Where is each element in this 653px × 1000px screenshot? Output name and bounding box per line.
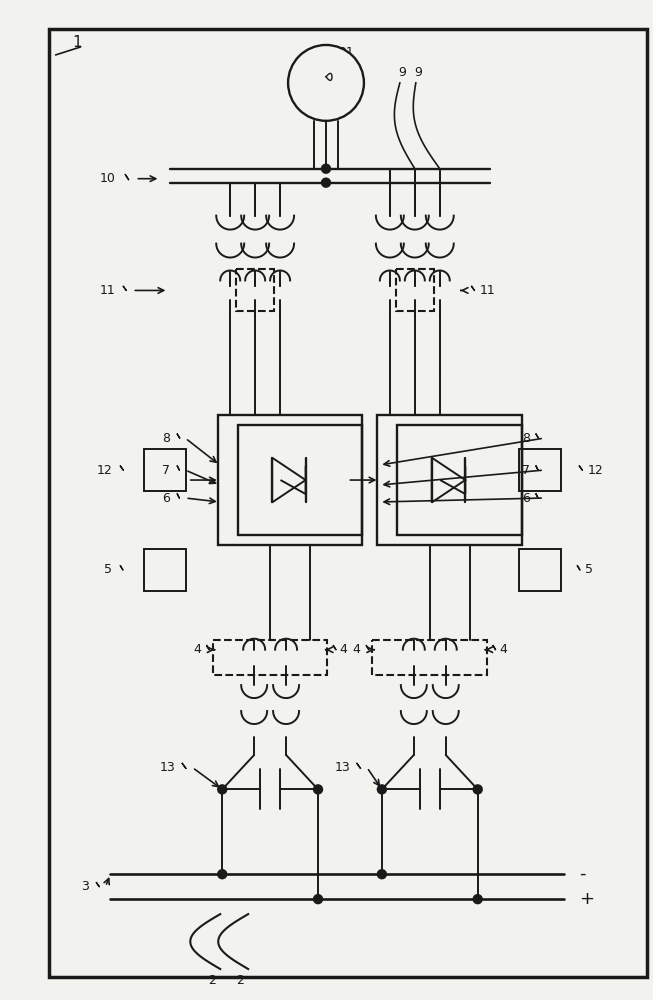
Text: 12: 12 [97, 464, 112, 477]
Text: 8: 8 [522, 432, 530, 445]
Text: 4: 4 [340, 643, 347, 656]
Bar [238, 425, 362, 535]
Text: 8: 8 [163, 432, 170, 445]
Bar [377, 415, 522, 545]
Bar [396, 269, 434, 311]
Text: 2: 2 [236, 974, 244, 987]
Circle shape [473, 785, 482, 794]
Text: 9: 9 [398, 66, 406, 79]
Text: 1: 1 [72, 35, 82, 50]
Circle shape [313, 895, 323, 904]
Bar [144, 549, 186, 591]
Text: 5: 5 [586, 563, 594, 576]
Text: 3: 3 [322, 86, 330, 99]
Text: 11: 11 [100, 284, 116, 297]
Text: 21: 21 [338, 46, 354, 59]
Text: 5: 5 [104, 563, 112, 576]
Text: 3: 3 [80, 880, 89, 893]
Circle shape [377, 785, 387, 794]
Bar [236, 269, 274, 311]
Text: 2: 2 [208, 974, 216, 987]
Circle shape [288, 45, 364, 121]
Text: 4: 4 [193, 643, 200, 656]
Text: 6: 6 [522, 492, 530, 505]
Text: 7: 7 [163, 464, 170, 477]
Circle shape [321, 178, 330, 187]
Text: 10: 10 [99, 172, 116, 185]
Bar [372, 640, 487, 675]
Bar [397, 425, 522, 535]
Circle shape [217, 870, 227, 879]
Text: 11: 11 [480, 284, 496, 297]
Bar [213, 640, 328, 675]
Bar [144, 449, 186, 491]
Circle shape [473, 895, 482, 904]
Text: 6: 6 [163, 492, 170, 505]
Bar [217, 415, 362, 545]
Text: 13: 13 [334, 761, 350, 774]
Circle shape [217, 785, 227, 794]
Text: -: - [579, 865, 586, 883]
Circle shape [313, 785, 323, 794]
Text: +: + [579, 890, 594, 908]
Text: 9: 9 [414, 66, 422, 79]
Text: 7: 7 [522, 464, 530, 477]
Bar [518, 449, 560, 491]
Circle shape [377, 870, 387, 879]
Text: 12: 12 [588, 464, 603, 477]
Text: 4: 4 [499, 643, 507, 656]
Text: 4: 4 [353, 643, 360, 656]
Text: 13: 13 [159, 761, 175, 774]
Bar [518, 549, 560, 591]
Circle shape [321, 164, 330, 173]
